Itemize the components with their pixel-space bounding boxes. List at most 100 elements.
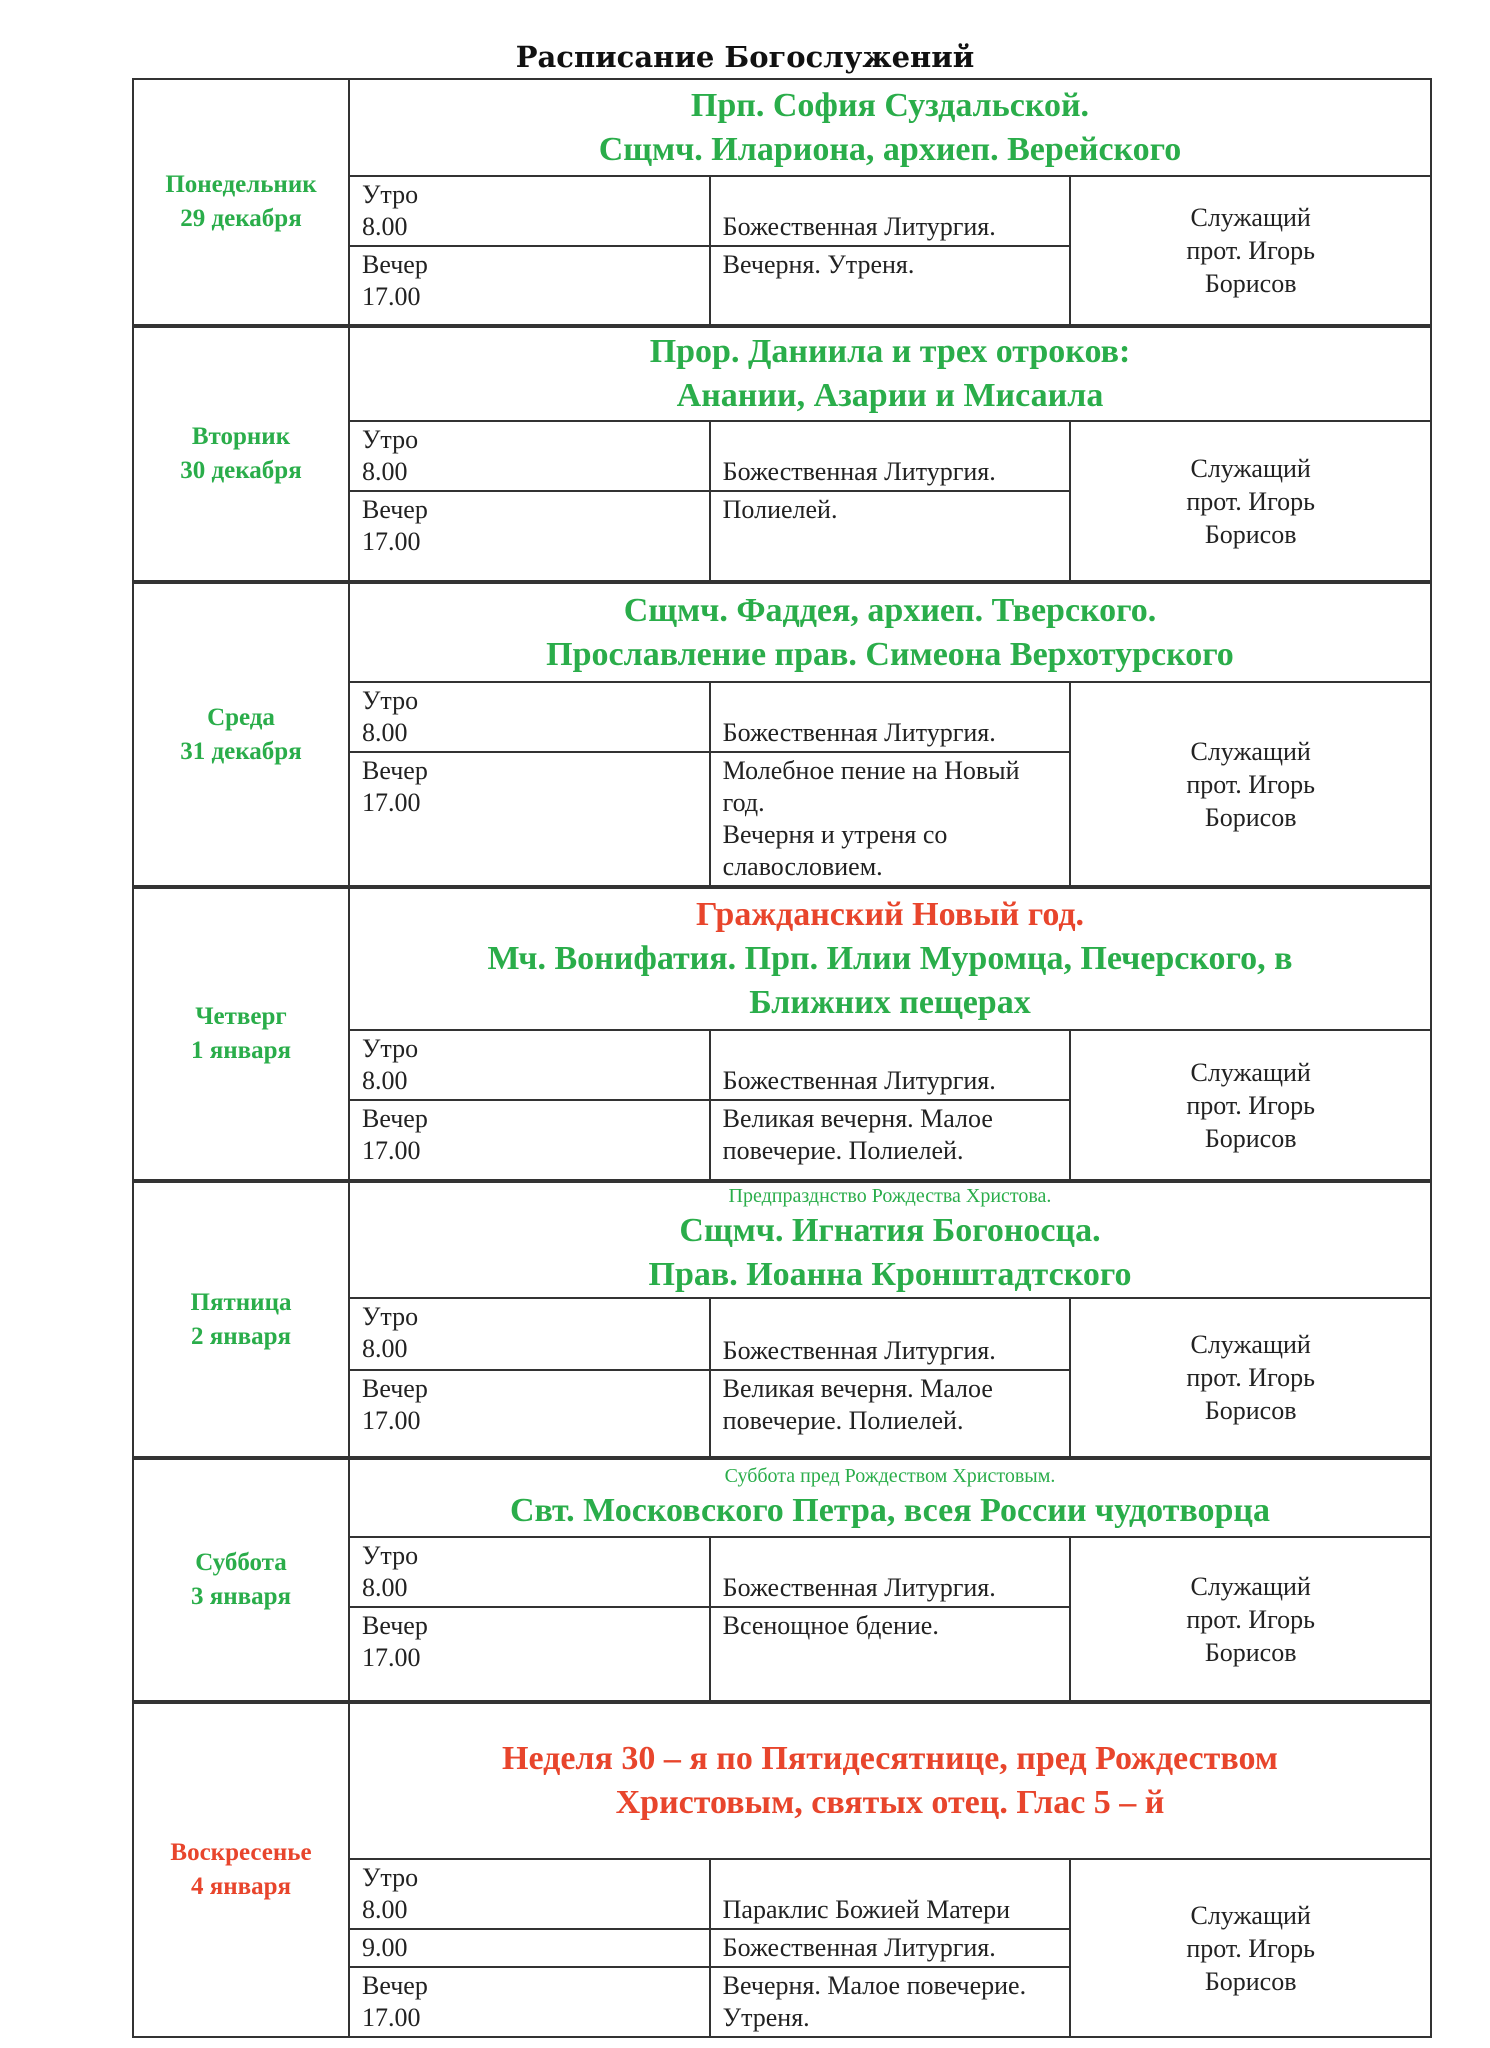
evening-service-line: Полиелей. <box>722 495 838 524</box>
morning-hour: 8.00 <box>362 718 408 747</box>
page-title: Расписание Богослужений <box>515 40 975 74</box>
evening-time: Вечер 17.00 <box>348 490 711 582</box>
evening-label: Вечер <box>362 250 428 279</box>
evening-service-line: Великая вечерня. Малое повечерие. Полиел… <box>722 1104 993 1165</box>
day-cell: Четверг 1 января <box>132 887 350 1181</box>
priest-line: Борисов <box>1204 1966 1297 1996</box>
date: 2 января <box>190 1322 292 1350</box>
priest-line: Служащий <box>1190 1571 1311 1601</box>
priest-line: Служащий <box>1190 1057 1311 1087</box>
evening-service-line: Всенощное бдение. <box>722 1611 939 1640</box>
feast-heading-line: Сщмч. Фаддея, архиеп. Тверского. <box>623 591 1157 629</box>
evening-hour: 17.00 <box>362 1406 421 1435</box>
morning-time: Утро 8.00 <box>348 1297 711 1371</box>
priest-cell: Служащий прот. Игорь Борисов <box>1069 1297 1432 1458</box>
weekday: Пятница <box>190 1288 292 1316</box>
evening-time: Вечер 17.00 <box>348 751 711 887</box>
evening-hour: 17.00 <box>362 527 421 556</box>
evening-service-line: Вечерня. Малое повечерие. Утреня. <box>722 1971 1027 2032</box>
morning-time: Утро 8.00 <box>348 681 711 753</box>
evening-hour: 17.00 <box>362 788 421 817</box>
evening-service: Великая вечерня. Малое повечерие. Полиел… <box>708 1099 1072 1181</box>
evening-service: Всенощное бдение. <box>708 1606 1072 1702</box>
feast-heading-line: Свт. Московского Петра, всея России чудо… <box>509 1492 1271 1529</box>
evening-hour: 17.00 <box>362 282 421 311</box>
morning-hour: 8.00 <box>362 1573 408 1602</box>
feast-subtitle: Суббота пред Рождеством Христовым. <box>724 1465 1056 1487</box>
day-cell: Понедельник 29 декабря <box>132 78 350 326</box>
priest-line: Служащий <box>1190 203 1311 232</box>
morning-time: Утро 8.00 <box>348 175 711 247</box>
feast-heading-line: Анании, Азарии и Мисаила <box>676 377 1104 414</box>
feast-heading-line: Неделя 30 – я по Пятидесятнице, пред Рож… <box>502 1740 1278 1777</box>
feast-heading-line: Сщмч. Илариона, архиеп. Верейского <box>598 130 1182 168</box>
morning-service: Божественная Литургия. <box>708 175 1072 247</box>
priest-line: Борисов <box>1204 519 1297 549</box>
extra-service: Божественная Литургия. <box>708 1928 1072 1968</box>
evening-service-line: Вечерня. Утреня. <box>722 250 915 279</box>
evening-time: Вечер 17.00 <box>348 1369 711 1458</box>
feast-subtitle: Предпразднство Рождества Христова. <box>728 1185 1052 1207</box>
evening-service: Вечерня. Малое повечерие. Утреня. <box>708 1966 1072 2038</box>
evening-label: Вечер <box>362 1971 428 2000</box>
priest-line: прот. Игорь <box>1186 236 1315 265</box>
morning-label: Утро <box>362 1863 419 1892</box>
feast-heading: Суббота пред Рождеством Христовым. Свт. М… <box>348 1458 1432 1538</box>
feast-heading: Гражданский Новый год. Мч. Вонифатия. Прп… <box>348 887 1432 1031</box>
priest-line: Служащий <box>1190 736 1311 766</box>
day-block: Пятница 2 января Предпразднство Рождества … <box>132 1181 1432 1458</box>
morning-hour: 8.00 <box>362 457 408 486</box>
feast-heading-line: Христовым, святых отец. Глас 5 – й <box>615 1784 1165 1821</box>
priest-cell: Служащий прот. Игорь Борисов <box>1069 1858 1432 2038</box>
priest-line: прот. Игорь <box>1186 1363 1315 1392</box>
day-cell: Вторник 30 декабря <box>132 326 350 582</box>
evening-label: Вечер <box>362 1374 428 1403</box>
morning-service: Параклис Божией Матери <box>708 1858 1072 1930</box>
feast-heading-line: Прп. София Суздальской. <box>690 86 1090 124</box>
morning-label: Утро <box>362 425 419 454</box>
weekday: Четверг <box>195 1003 287 1030</box>
priest-cell: Служащий прот. Игорь Борисов <box>1069 1029 1432 1181</box>
evening-service: Великая вечерня. Малое повечерие. Полиел… <box>708 1369 1072 1458</box>
priest-line: прот. Игорь <box>1186 486 1315 516</box>
priest-line: Борисов <box>1204 1123 1297 1153</box>
schedule-table: Понедельник 29 декабря Прп. София Суздальс… <box>132 78 1432 2038</box>
day-cell: Воскресенье 4 января <box>132 1702 350 2038</box>
morning-hour: 8.00 <box>362 1895 408 1924</box>
evening-time: Вечер 17.00 <box>348 1099 711 1181</box>
priest-line: прот. Игорь <box>1186 1604 1315 1634</box>
evening-time: Вечер 17.00 <box>348 1966 711 2038</box>
evening-label: Вечер <box>362 1104 428 1133</box>
evening-time: Вечер 17.00 <box>348 245 711 326</box>
morning-label: Утро <box>362 1034 419 1063</box>
date: 1 января <box>190 1037 292 1064</box>
morning-service: Божественная Литургия. <box>708 420 1072 492</box>
morning-hour: 8.00 <box>362 1334 408 1363</box>
feast-heading: Прор. Даниила и трех отроков: Анании, Аза… <box>348 326 1432 422</box>
priest-line: Борисов <box>1204 1637 1297 1667</box>
evening-hour: 17.00 <box>362 1643 421 1672</box>
date: 29 декабря <box>180 205 302 232</box>
extra-time: 9.00 <box>348 1928 711 1968</box>
weekday: Вторник <box>191 423 291 450</box>
evening-service-line: Вечерня и утреня со славословием. <box>722 820 948 881</box>
date: 30 декабря <box>180 457 302 484</box>
priest-line: прот. Игорь <box>1186 1090 1315 1120</box>
morning-service: Божественная Литургия. <box>708 1536 1072 1608</box>
date: 31 декабря <box>180 737 302 765</box>
day-block: Понедельник 29 декабря Прп. София Суздальс… <box>132 78 1432 326</box>
priest-line: прот. Игорь <box>1186 769 1315 799</box>
feast-heading: Прп. София Суздальской. Сщмч. Илариона, а… <box>348 78 1432 177</box>
feast-heading: Неделя 30 – я по Пятидесятнице, пред Рож… <box>348 1702 1432 1860</box>
priest-line: Служащий <box>1190 1900 1311 1930</box>
morning-hour: 8.00 <box>362 212 408 241</box>
weekday: Воскресенье <box>170 1839 312 1866</box>
evening-hour: 17.00 <box>362 1136 421 1165</box>
priest-line: Служащий <box>1190 453 1311 483</box>
feast-heading-line: Прав. Иоанна Кронштадтского <box>648 1256 1132 1293</box>
morning-time: Утро 8.00 <box>348 1536 711 1608</box>
weekday: Среда <box>207 703 275 731</box>
date: 3 января <box>190 1583 292 1610</box>
priest-line: прот. Игорь <box>1186 1933 1315 1963</box>
morning-label: Утро <box>362 180 419 209</box>
